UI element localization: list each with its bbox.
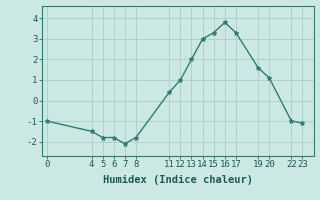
X-axis label: Humidex (Indice chaleur): Humidex (Indice chaleur) <box>103 175 252 185</box>
